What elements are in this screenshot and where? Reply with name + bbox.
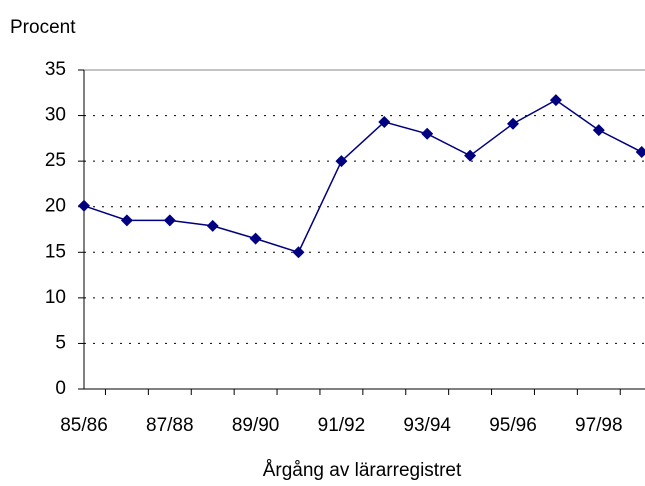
y-tick-label: 35	[45, 59, 66, 80]
marker	[464, 149, 477, 162]
x-axis-label: Årgång av lärarregistret	[263, 460, 462, 481]
y-tick-label: 15	[45, 241, 66, 262]
x-tick-label: 93/94	[403, 415, 451, 436]
marker	[549, 94, 562, 107]
y-tick-label: 0	[55, 378, 66, 399]
y-axis-label: Procent	[10, 17, 76, 38]
marker	[378, 115, 391, 128]
y-tick-label: 5	[55, 332, 66, 353]
x-tick-label: 95/96	[489, 415, 537, 436]
marker	[163, 214, 176, 227]
x-tick-label: 89/90	[232, 415, 280, 436]
marker	[78, 199, 90, 212]
series-line	[83, 99, 643, 254]
marker	[249, 232, 262, 245]
x-tick-label: 87/88	[146, 415, 194, 436]
marker	[292, 246, 305, 259]
y-tick-label: 20	[45, 196, 66, 217]
x-tick-label: 97/98	[575, 415, 623, 436]
x-tick-label: 85/86	[60, 415, 108, 436]
marker	[507, 117, 519, 130]
y-tick-label: 30	[45, 105, 66, 126]
marker	[120, 214, 133, 227]
marker	[206, 219, 219, 232]
y-tick-label: 25	[45, 150, 66, 171]
marker	[335, 155, 348, 168]
marker	[635, 146, 645, 159]
marker	[592, 124, 605, 137]
y-tick-label: 10	[45, 287, 66, 308]
marker	[421, 127, 434, 140]
x-tick-label: 91/92	[318, 415, 366, 436]
